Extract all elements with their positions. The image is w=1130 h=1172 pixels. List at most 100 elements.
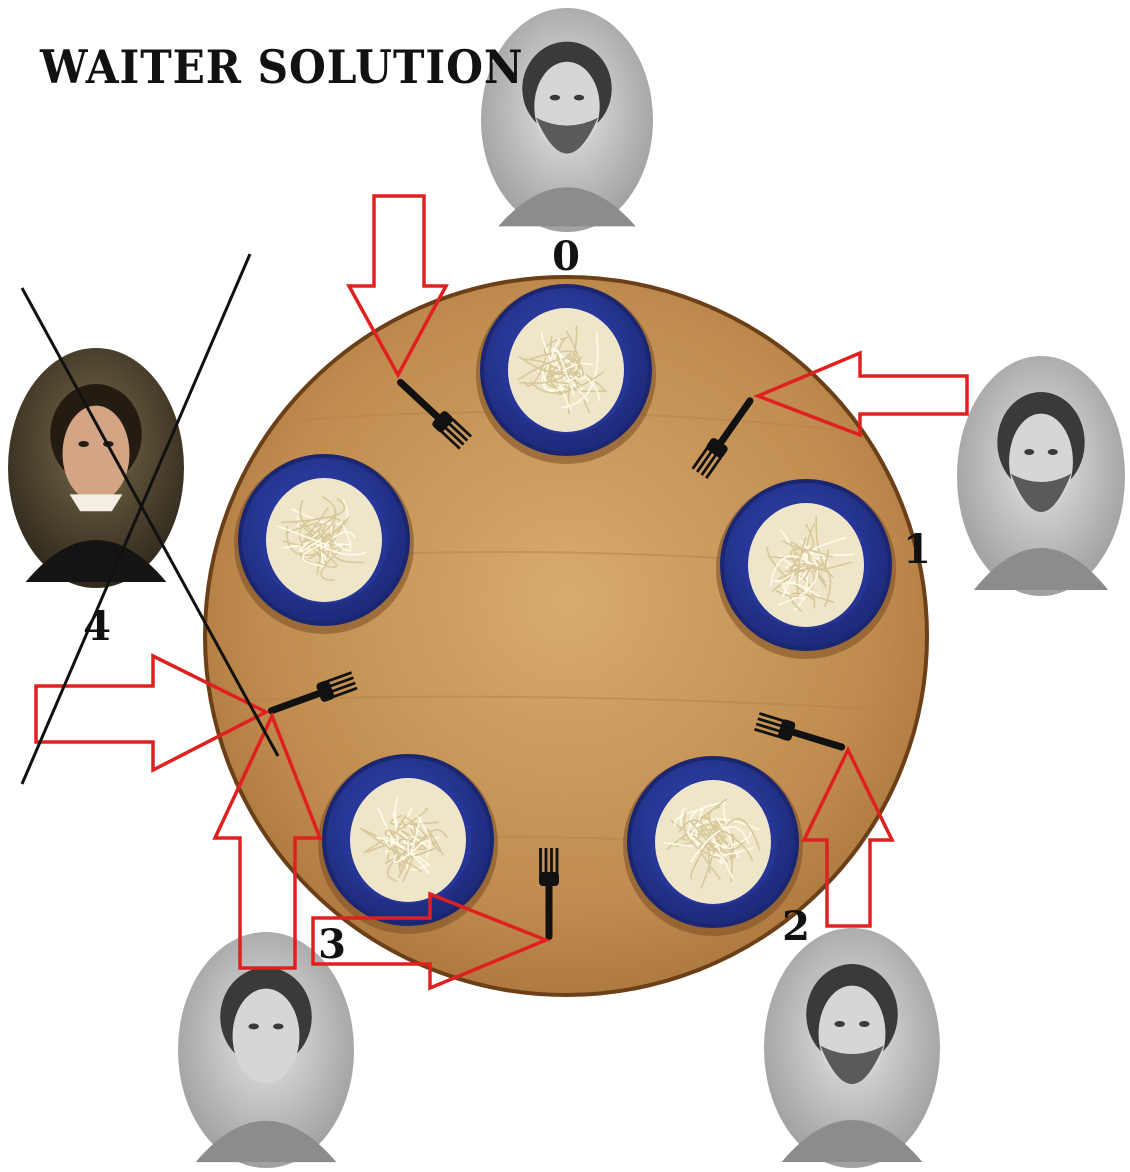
spaghetti-plate-icon [234, 454, 414, 634]
pasta-strand [383, 836, 431, 867]
portrait-beard [536, 117, 598, 154]
pasta-strand [393, 841, 424, 864]
fork-handle [545, 882, 553, 940]
fork-neck [432, 411, 453, 433]
spaghetti-pile [350, 778, 466, 902]
portrait-eye [859, 1021, 870, 1027]
pasta-strand [427, 828, 445, 856]
crossed-out-mark [20, 253, 280, 785]
pasta-strand [402, 817, 441, 853]
philosophers-group [8, 8, 1125, 1168]
pasta-strand [285, 522, 322, 543]
fork-tine [555, 848, 559, 874]
fork-tine [451, 417, 473, 438]
pasta-strand [386, 833, 433, 882]
fork-tine [700, 452, 718, 476]
pasta-strand [403, 836, 440, 846]
pasta-strand [678, 819, 711, 836]
pasta-strand [557, 349, 575, 396]
fork-icon [691, 397, 754, 480]
pasta-strand [722, 803, 740, 859]
pasta-strand [790, 564, 814, 573]
portrait-eye [1024, 449, 1035, 455]
pasta-strand [302, 542, 327, 567]
pasta-strand [810, 536, 855, 557]
fork-neck [539, 872, 559, 886]
pasta-strand [400, 830, 412, 837]
pasta-strand [823, 549, 830, 571]
pasta-strand [402, 834, 436, 858]
portrait-shoulders [25, 540, 167, 582]
pasta-strand [541, 332, 572, 412]
seat-label-1: 1 [903, 526, 931, 573]
arrow-up-icon [212, 711, 323, 970]
cross-line-1 [20, 287, 280, 757]
pasta-strand [406, 823, 431, 859]
fork-icon [397, 378, 473, 450]
spaghetti-plate-icon [318, 754, 498, 934]
portrait-eye [834, 1021, 845, 1027]
fork-tine [757, 717, 784, 728]
arrow-right-icon [34, 653, 270, 773]
arrow-right-icon [311, 891, 551, 991]
pasta-strand [775, 590, 801, 598]
pasta-strand [789, 592, 835, 612]
wigged-man-engraving-portrait [178, 932, 354, 1168]
pasta-strand [407, 816, 422, 856]
spaghetti-pile [266, 478, 382, 602]
pasta-strand [687, 822, 705, 847]
pasta-strand [394, 795, 409, 841]
bearded-mask-portrait [957, 356, 1125, 596]
pasta-strand [769, 555, 814, 588]
pasta-strand [546, 370, 572, 385]
fork-tine [328, 676, 354, 688]
socrates-bust-portrait [764, 928, 940, 1168]
fork-tine [439, 429, 461, 450]
fork-tine [705, 456, 723, 480]
pasta-strand [517, 357, 585, 381]
fork-handle [789, 728, 846, 751]
fork-tine [539, 848, 542, 874]
pasta-strand [802, 562, 828, 572]
arrow-up-icon [801, 746, 895, 928]
fork-tine [443, 425, 465, 446]
portrait-eye [248, 1023, 259, 1030]
arrow-down-icon [346, 194, 449, 379]
fork-tine [758, 712, 785, 723]
pasta-strand [293, 520, 321, 560]
pasta-strand [330, 519, 364, 564]
pasta-strand [552, 348, 600, 402]
pasta-strand [683, 812, 721, 860]
pasta-strand [712, 837, 735, 880]
pasta-strand [798, 545, 811, 580]
pasta-strand [409, 816, 432, 847]
pasta-strand [320, 545, 367, 556]
pasta-strand [543, 330, 580, 376]
pasta-strand [725, 818, 761, 852]
pasta-strand [363, 808, 429, 854]
fork-handle [717, 397, 754, 447]
fork-tine [332, 686, 358, 699]
seat-label-3: 3 [318, 921, 346, 968]
pasta-strand [549, 336, 571, 395]
pasta-strand [708, 806, 729, 846]
pasta-strand [325, 516, 350, 542]
portrait-eye [573, 94, 585, 101]
pasta-strand [281, 497, 346, 524]
spaghetti-pile [508, 308, 624, 432]
spaghetti-pile [748, 503, 864, 627]
pasta-strand [782, 552, 808, 597]
portrait-eye [273, 1023, 284, 1030]
pasta-strand [543, 336, 568, 359]
bearded-philosopher-bust-portrait [481, 8, 653, 232]
fork-tine [696, 449, 714, 473]
fork-handle [397, 378, 442, 421]
cross-line-2 [20, 253, 252, 785]
pasta-strand [359, 824, 407, 856]
portrait-face [232, 988, 300, 1084]
fork-tine [691, 446, 709, 470]
pasta-strand [313, 495, 337, 529]
pasta-strand [689, 820, 715, 852]
